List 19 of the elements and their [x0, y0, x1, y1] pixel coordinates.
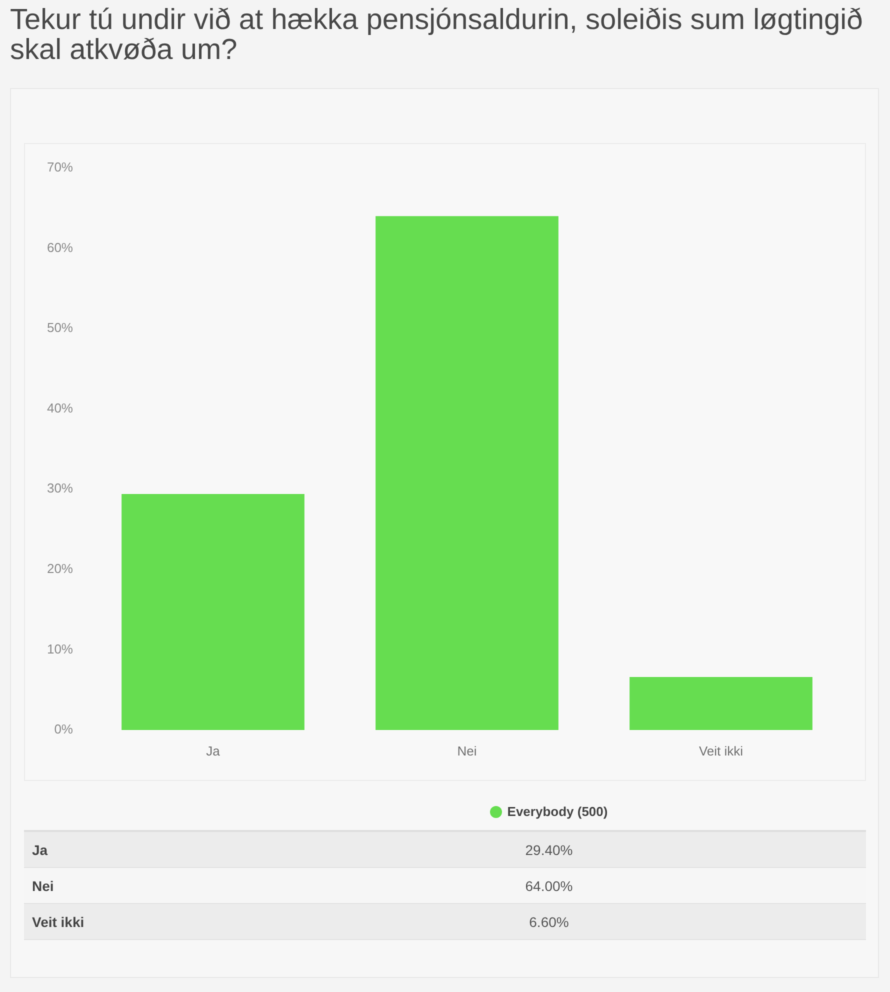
category-label: Ja	[32, 842, 48, 858]
text: 29.40%	[232, 831, 866, 868]
x-tick-label: Nei	[457, 743, 477, 758]
y-tick-label: 60%	[46, 240, 74, 255]
x-tick-label: Ja	[206, 743, 221, 758]
x-tick-label: Veit ikki	[698, 743, 744, 758]
y-tick-label: 70%	[46, 160, 74, 175]
text: 6.60%	[232, 904, 866, 940]
category-label: Nei	[32, 878, 54, 894]
y-tick-label: 0%	[54, 722, 74, 737]
chart-title: Tekur tú undir við at hækka pensjónsaldurin, soleiðis sum løgtingið skal atkvøða um?	[10, 4, 864, 66]
legend-label: Everybody (500)	[507, 804, 608, 820]
y-tick-label: 30%	[46, 480, 74, 496]
y-tick-label: 10%	[46, 641, 74, 656]
text: 64.00%	[232, 868, 866, 904]
y-tick-label: 40%	[46, 400, 74, 416]
y-tick-label: 20%	[46, 561, 74, 576]
y-tick-label: 50%	[46, 320, 74, 336]
category-label: Veit ikki	[32, 914, 84, 930]
